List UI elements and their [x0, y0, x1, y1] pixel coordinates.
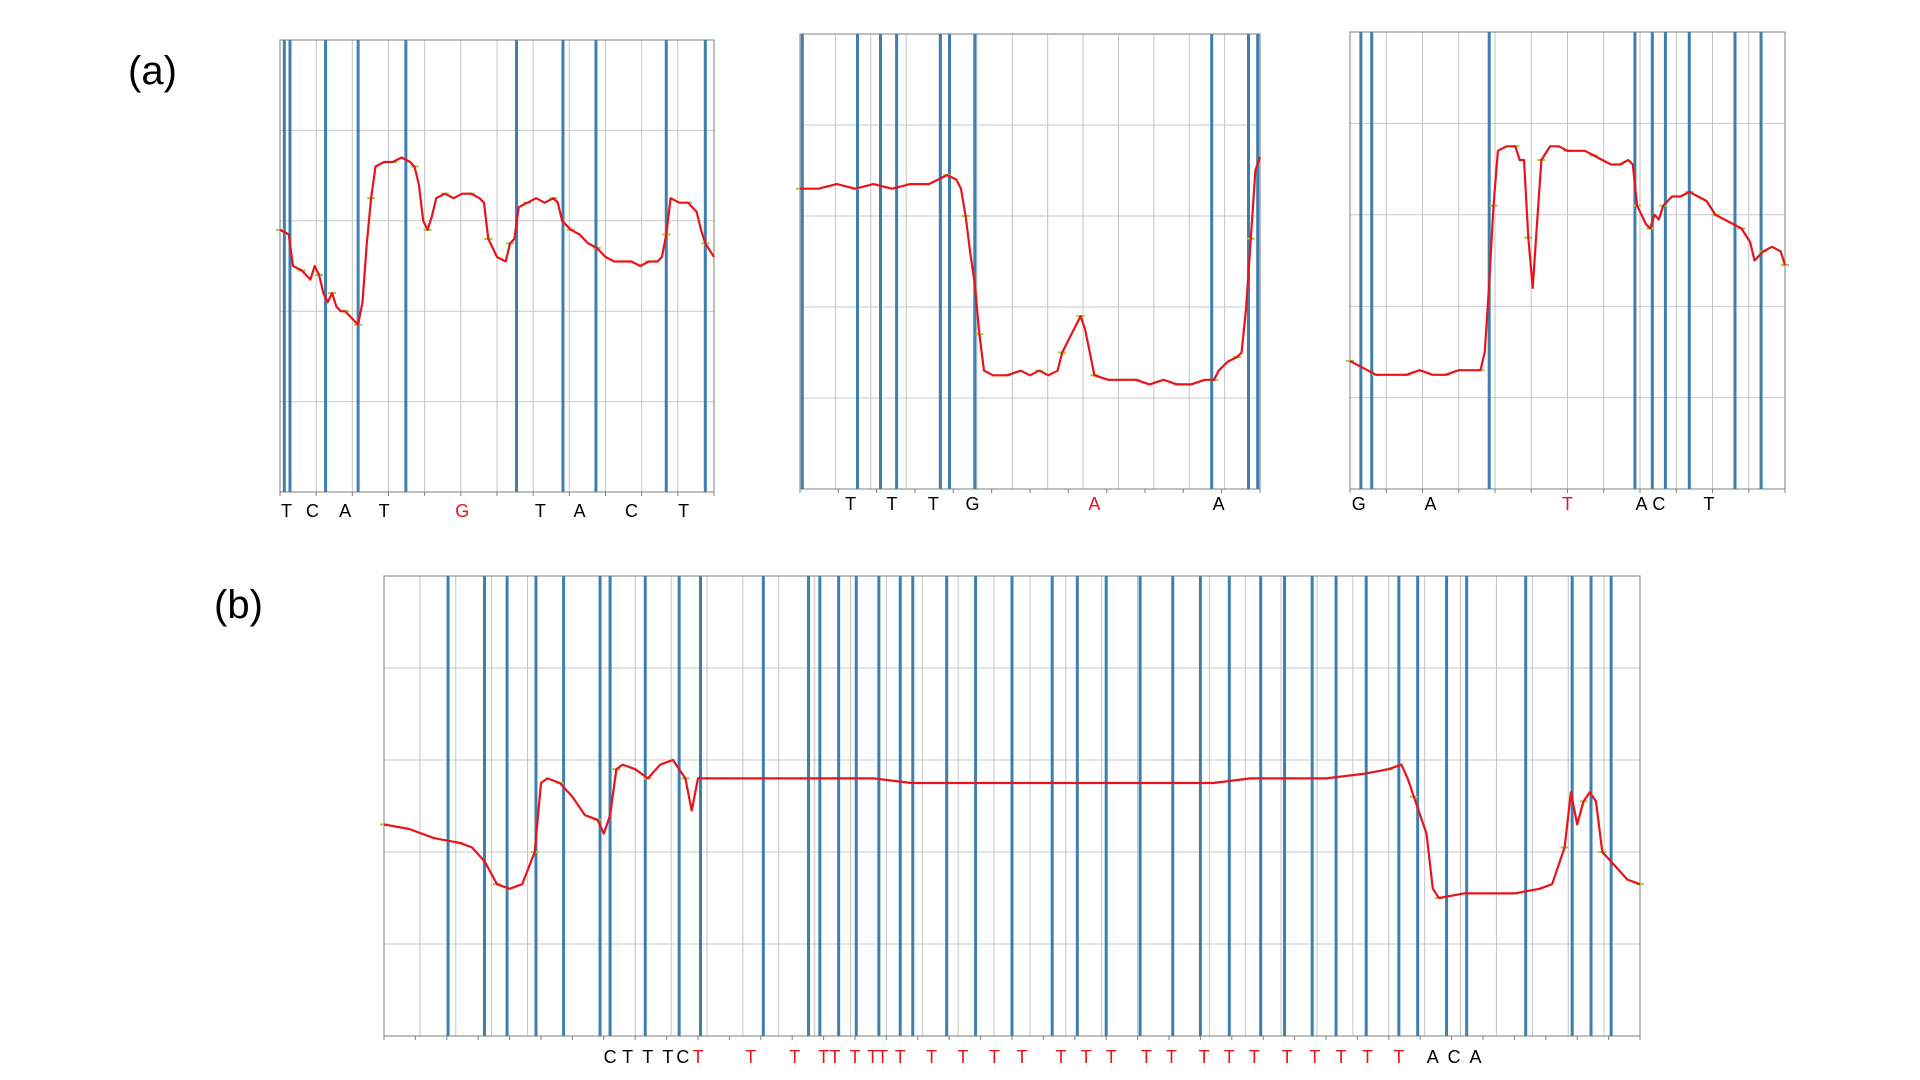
base-call-label: A [1088, 494, 1100, 514]
base-call-label: T [1224, 1047, 1235, 1067]
current-signal-trace [383, 758, 1641, 900]
current-signal-trace [279, 156, 715, 326]
base-call-label: T [928, 494, 939, 514]
base-call-label: T [1055, 1047, 1066, 1067]
base-call-label: T [895, 1047, 906, 1067]
base-call-label: T [989, 1047, 1000, 1067]
base-call-label: T [1141, 1047, 1152, 1067]
base-call-label: T [1362, 1047, 1373, 1067]
base-call-label: T [887, 494, 898, 514]
base-call-label: C [625, 501, 638, 521]
base-call-label: T [1309, 1047, 1320, 1067]
base-call-label: T [958, 1047, 969, 1067]
base-call-label: T [379, 501, 390, 521]
base-call-label: T [789, 1047, 800, 1067]
base-call-label: T [662, 1047, 673, 1067]
base-call-label: A [1424, 494, 1436, 514]
base-call-label: T [1393, 1047, 1404, 1067]
base-call-label: T [1081, 1047, 1092, 1067]
base-call-label: T [1017, 1047, 1028, 1067]
base-call-label: T [1336, 1047, 1347, 1067]
base-call-label: T [745, 1047, 756, 1067]
base-call-label: A [573, 501, 585, 521]
current-signal-trace [1349, 145, 1787, 376]
current-signal-trace [800, 156, 1262, 386]
base-call-label: C [604, 1047, 617, 1067]
base-call-label: T [535, 501, 546, 521]
base-call-label: T [850, 1047, 861, 1067]
base-call-label: T [622, 1047, 633, 1067]
base-call-label: T [1562, 494, 1573, 514]
base-call-label: T [845, 494, 856, 514]
base-call-label: T [1703, 494, 1714, 514]
base-call-label: T [1106, 1047, 1117, 1067]
base-call-label: C [1448, 1047, 1461, 1067]
base-call-label: T [867, 1047, 878, 1067]
base-call-label: A [1427, 1047, 1439, 1067]
base-call-label: C [306, 501, 319, 521]
base-call-label: T [693, 1047, 704, 1067]
base-call-label: T [281, 501, 292, 521]
base-call-label: C [1652, 494, 1665, 514]
base-call-label: A [1635, 494, 1647, 514]
panel-label-b: (b) [214, 583, 263, 627]
base-call-label: A [1469, 1047, 1481, 1067]
base-call-label: G [1352, 494, 1366, 514]
base-call-label: T [1199, 1047, 1210, 1067]
base-call-label: T [829, 1047, 840, 1067]
base-call-label: T [1282, 1047, 1293, 1067]
base-call-label: T [926, 1047, 937, 1067]
base-call-label: T [1166, 1047, 1177, 1067]
base-call-label: A [1213, 494, 1225, 514]
panel-label-a: (a) [128, 49, 177, 93]
base-call-label: G [965, 494, 979, 514]
base-call-label: T [1249, 1047, 1260, 1067]
base-call-label: G [455, 501, 469, 521]
base-call-label: T [678, 501, 689, 521]
base-call-label: T [642, 1047, 653, 1067]
base-call-label: T [818, 1047, 829, 1067]
base-call-label: T [877, 1047, 888, 1067]
base-call-label: C [676, 1047, 689, 1067]
base-call-label: A [339, 501, 351, 521]
plot-frame [799, 33, 1261, 490]
